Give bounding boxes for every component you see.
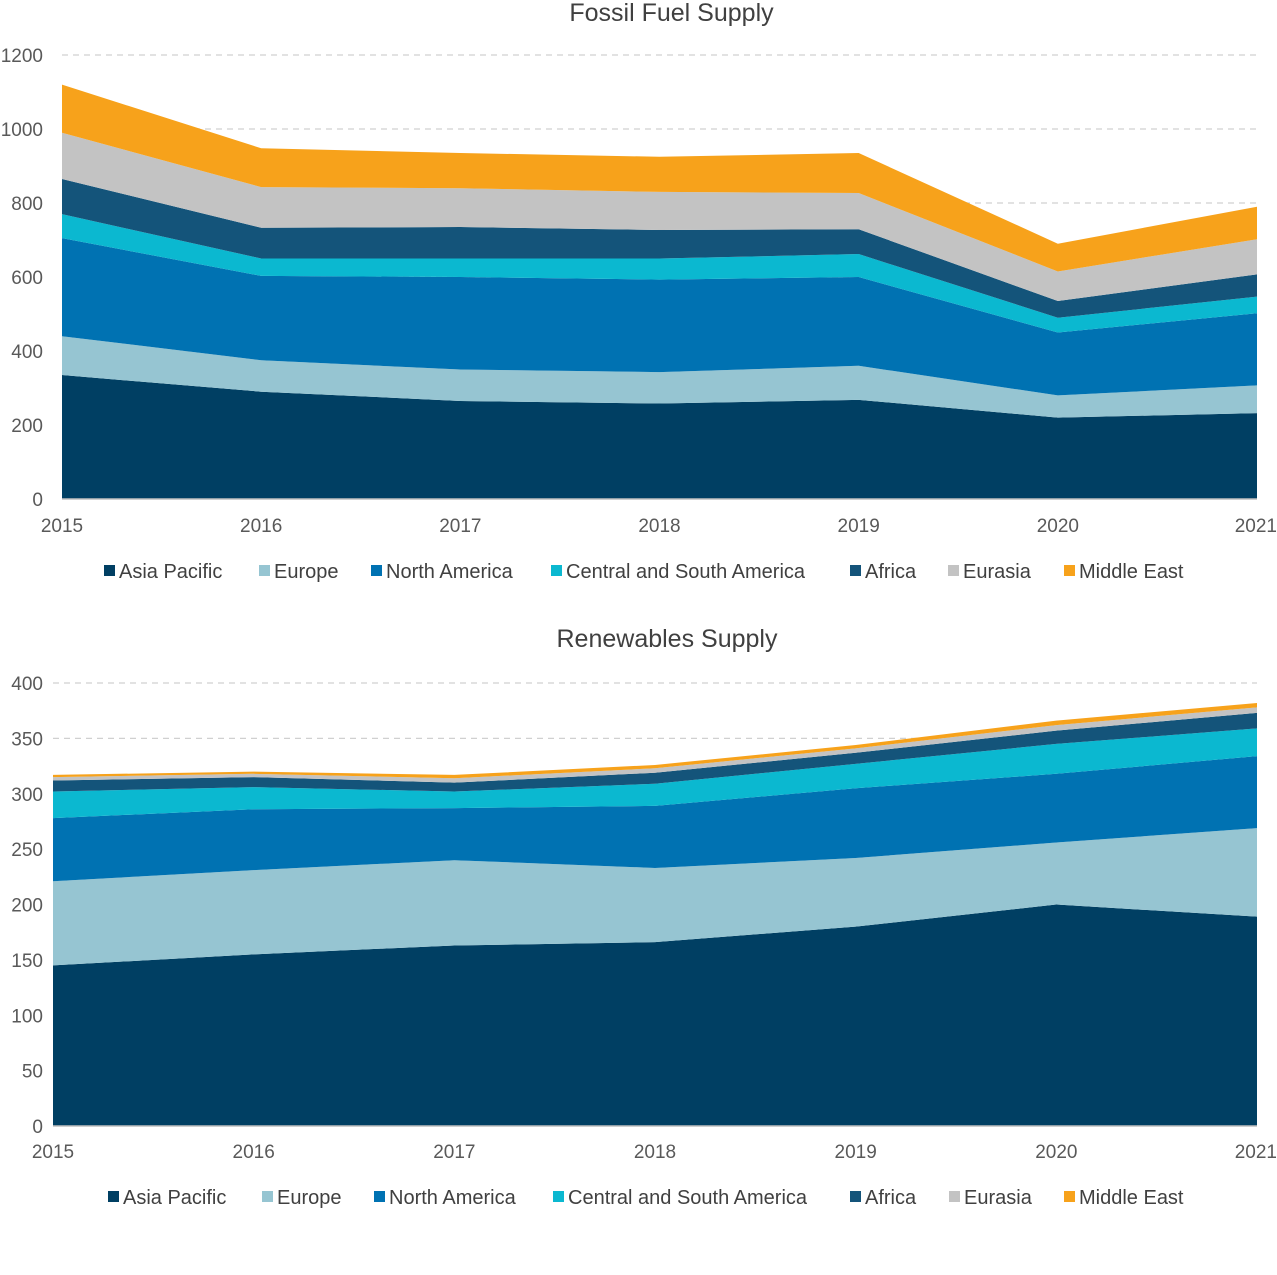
legend-label-central-and-south-america: Central and South America <box>566 561 806 583</box>
legend-label-asia-pacific: Asia Pacific <box>123 1187 226 1209</box>
legend-swatch-middle-east <box>1064 1191 1075 1202</box>
legend-swatch-africa <box>850 1191 861 1202</box>
area-asia-pacific <box>53 904 1257 1126</box>
area-africa <box>53 712 1257 792</box>
legend-swatch-asia-pacific <box>104 565 115 576</box>
fossil-fuel-supply-chart: Fossil Fuel Supply 0 200 400 600 800 1000 1200 2… <box>0 0 1277 615</box>
x-tick-label: 2020 <box>1037 516 1079 537</box>
y-tick-label: 300 <box>11 785 43 806</box>
x-tick-label: 2016 <box>240 516 282 537</box>
legend: Asia Pacific Europe North America Central a… <box>104 561 1184 583</box>
y-tick-label: 600 <box>11 268 43 289</box>
legend-label-europe: Europe <box>274 561 339 583</box>
area-europe <box>62 336 1257 418</box>
y-tick-label: 400 <box>11 674 43 695</box>
legend-label-eurasia: Eurasia <box>964 1187 1033 1209</box>
renewables-supply-chart: Renewables Supply 0 50 100 150 200 250 300 350 40… <box>0 625 1277 1265</box>
x-tick-label: 2018 <box>634 1142 676 1163</box>
legend-label-eurasia: Eurasia <box>963 561 1032 583</box>
x-tick-label: 2015 <box>41 516 83 537</box>
fossil-fuel-supply-svg: Fossil Fuel Supply 0 200 400 600 800 1000 1200 2… <box>1 0 1277 583</box>
x-tick-label: 2021 <box>1235 516 1277 537</box>
y-tick-label: 150 <box>11 951 43 972</box>
chart-title: Renewables Supply <box>557 625 778 653</box>
legend-swatch-africa <box>850 565 861 576</box>
legend-label-africa: Africa <box>865 1187 917 1209</box>
area-central-and-south-america <box>62 214 1257 333</box>
legend-swatch-asia-pacific <box>108 1191 119 1202</box>
x-tick-label: 2019 <box>835 1142 877 1163</box>
x-tick-label: 2017 <box>439 516 481 537</box>
y-tick-label: 400 <box>11 342 43 363</box>
y-tick-label: 1200 <box>1 46 43 67</box>
area-europe <box>53 828 1257 966</box>
legend-swatch-north-america <box>374 1191 385 1202</box>
chart-title: Fossil Fuel Supply <box>569 0 774 27</box>
legend-swatch-north-america <box>371 565 382 576</box>
y-tick-label: 1000 <box>1 120 43 141</box>
legend-swatch-eurasia <box>948 565 959 576</box>
x-tick-label: 2016 <box>233 1142 275 1163</box>
x-tick-label: 2018 <box>638 516 680 537</box>
legend-label-central-and-south-america: Central and South America <box>568 1187 808 1209</box>
x-tick-label: 2020 <box>1035 1142 1077 1163</box>
x-tick-label: 2021 <box>1235 1142 1277 1163</box>
legend-label-north-america: North America <box>386 561 514 583</box>
legend: Asia Pacific Europe North America Central a… <box>108 1187 1184 1209</box>
y-tick-label: 250 <box>11 840 43 861</box>
area-north-america <box>53 756 1257 882</box>
legend-swatch-eurasia <box>949 1191 960 1202</box>
y-tick-label: 200 <box>11 416 43 437</box>
legend-swatch-europe <box>259 565 270 576</box>
x-tick-label: 2019 <box>838 516 880 537</box>
legend-swatch-europe <box>262 1191 273 1202</box>
x-tick-label: 2015 <box>32 1142 74 1163</box>
y-tick-label: 200 <box>11 896 43 917</box>
legend-label-middle-east: Middle East <box>1079 561 1184 583</box>
area-middle-east <box>62 84 1257 272</box>
area-series-group <box>53 702 1257 1126</box>
area-central-and-south-america <box>53 728 1257 819</box>
legend-swatch-middle-east <box>1064 565 1075 576</box>
y-tick-label: 0 <box>32 490 43 511</box>
legend-swatch-central-and-south-america <box>553 1191 564 1202</box>
y-tick-label: 100 <box>11 1006 43 1027</box>
legend-label-asia-pacific: Asia Pacific <box>119 561 222 583</box>
legend-label-middle-east: Middle East <box>1079 1187 1184 1209</box>
y-tick-label: 800 <box>11 194 43 215</box>
area-series-group <box>62 84 1257 499</box>
y-tick-label: 0 <box>32 1117 43 1138</box>
y-tick-label: 50 <box>22 1062 43 1083</box>
area-north-america <box>62 238 1257 396</box>
area-eurasia <box>53 707 1257 783</box>
area-africa <box>62 178 1257 318</box>
area-asia-pacific <box>62 375 1257 499</box>
renewables-supply-svg: Renewables Supply 0 50 100 150 200 250 300 350 40… <box>11 625 1277 1209</box>
legend-swatch-central-and-south-america <box>551 565 562 576</box>
legend-label-europe: Europe <box>277 1187 342 1209</box>
area-eurasia <box>62 132 1257 302</box>
legend-label-africa: Africa <box>865 561 917 583</box>
x-tick-label: 2017 <box>433 1142 475 1163</box>
legend-label-north-america: North America <box>389 1187 517 1209</box>
y-tick-label: 350 <box>11 729 43 750</box>
